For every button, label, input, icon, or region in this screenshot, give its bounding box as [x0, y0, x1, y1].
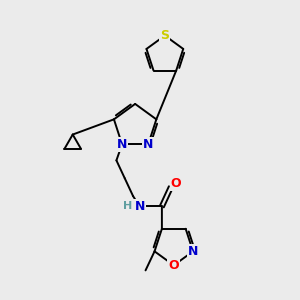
Text: N: N — [134, 200, 145, 213]
Text: N: N — [117, 138, 127, 151]
Text: O: O — [171, 177, 182, 190]
Text: O: O — [169, 259, 179, 272]
Text: N: N — [188, 245, 198, 258]
Text: H: H — [123, 202, 132, 212]
Text: S: S — [160, 29, 169, 42]
Text: N: N — [143, 138, 153, 151]
